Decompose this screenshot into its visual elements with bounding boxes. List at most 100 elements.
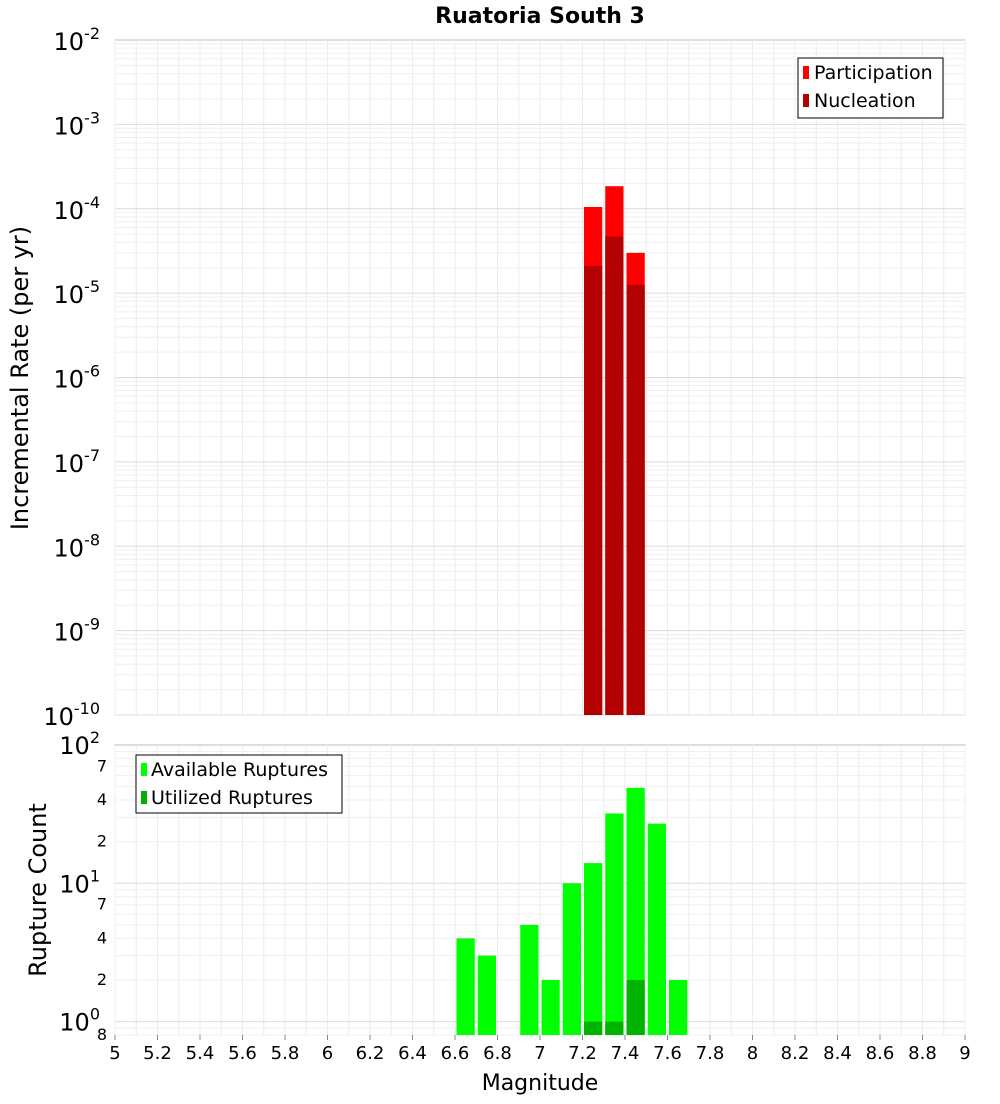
x-tick-label: 7.8: [696, 1043, 725, 1064]
count-y-tick-base: 10: [59, 1009, 90, 1037]
rate-y-tick-label: 10-5: [54, 277, 101, 309]
x-tick-label: 8.6: [866, 1043, 895, 1064]
rate-y-tick-label: 10-8: [54, 530, 101, 562]
count-y-axis-label: Rupture Count: [24, 803, 52, 977]
rate-y-tick-base: 10: [54, 619, 85, 647]
count-legend-label: Available Ruptures: [151, 759, 328, 781]
x-tick-label: 5.8: [271, 1043, 300, 1064]
x-tick-label: 7: [534, 1043, 545, 1064]
x-tick-label: 6.4: [398, 1043, 427, 1064]
x-tick-label: 5: [109, 1043, 120, 1064]
count-y-tick-base: 10: [59, 732, 90, 760]
count-grid: [114, 745, 966, 1036]
rate-y-tick-base: 10: [54, 112, 85, 140]
count-y-tick-exp: 2: [90, 728, 100, 747]
rate-y-tick-base: 10: [54, 366, 85, 394]
chart-title: Ruatoria South 3: [435, 4, 645, 29]
x-tick-label: 6.2: [356, 1043, 385, 1064]
utilized-ruptures-bar: [584, 1021, 603, 1035]
x-tick-label: 5.2: [143, 1043, 172, 1064]
rate-y-tick-label: 10-2: [54, 24, 101, 56]
x-tick-label: 6: [322, 1043, 333, 1064]
rate-y-tick-exp: -9: [84, 615, 100, 634]
count-y-minor-tick-label: 4: [97, 928, 107, 947]
count-y-tick-exp: 0: [90, 1005, 100, 1024]
count-y-minor-tick-label: 2: [97, 970, 107, 989]
count-legend-swatch: [141, 791, 147, 804]
rate-y-tick-exp: -5: [84, 277, 100, 296]
rate-y-tick-base: 10: [54, 450, 85, 478]
rate-y-tick-base: 10: [54, 534, 85, 562]
x-tick-label: 6.8: [483, 1043, 512, 1064]
count-y-tick-exp: 1: [90, 866, 100, 885]
rate-y-tick-exp: -4: [84, 193, 100, 212]
rate-legend-box: [797, 57, 944, 119]
available-ruptures-bar: [520, 924, 539, 1035]
utilized-ruptures-bar: [626, 979, 645, 1035]
rate-legend-label: Participation: [814, 62, 933, 84]
count-y-minor-tick-label: 4: [97, 790, 107, 809]
x-tick-label: 8.8: [908, 1043, 937, 1064]
nucleation-bar: [584, 265, 603, 715]
count-legend-box: [135, 754, 343, 814]
rate-y-tick-exp: -7: [84, 446, 100, 465]
count-y-tick-base: 10: [59, 870, 90, 898]
count-legend-label: Utilized Ruptures: [151, 787, 313, 809]
rate-y-tick-label: 10-10: [43, 699, 100, 731]
rate-y-tick-base: 10: [54, 197, 85, 225]
available-ruptures-bar: [626, 787, 645, 1035]
x-tick-label: 5.6: [228, 1043, 257, 1064]
rate-y-tick-label: 10-4: [54, 193, 101, 225]
rate-y-tick-label: 10-3: [54, 108, 101, 140]
count-y-minor-tick-label: 7: [97, 756, 107, 775]
x-tick-label: 9: [959, 1043, 970, 1064]
available-ruptures-bar: [456, 938, 475, 1035]
nucleation-bar: [626, 284, 645, 715]
rate-y-tick-label: 10-6: [54, 362, 101, 394]
rate-y-tick-exp: -2: [84, 24, 100, 43]
rate-legend: Participation Nucleation: [797, 57, 944, 119]
x-tick-label: 8: [747, 1043, 758, 1064]
available-ruptures-bar: [647, 823, 666, 1035]
rate-y-tick-exp: -3: [84, 108, 100, 127]
rate-y-tick-exp: -10: [74, 699, 100, 718]
count-y-minor-tick-label: 8: [97, 1025, 107, 1044]
rate-legend-label: Nucleation: [814, 90, 916, 112]
x-axis-label: Magnitude: [482, 1071, 599, 1096]
x-axis-ticks: 5 5.2 5.4 5.6 5.8 6 6.2 6.4 6.6 6.8 7 7.2 7.4 7.6 7.8 8…: [109, 1035, 971, 1064]
count-y-tick-label: 102: [59, 728, 100, 760]
nucleation-bar: [605, 236, 624, 715]
count-y-minor-tick-label: 7: [97, 895, 107, 914]
rate-y-tick-exp: -6: [84, 362, 100, 381]
x-tick-label: 8.2: [781, 1043, 810, 1064]
rate-y-axis-label: Incremental Rate (per yr): [6, 226, 34, 530]
count-y-minor-tick-label: 2: [97, 832, 107, 851]
available-ruptures-bar: [562, 883, 581, 1035]
available-ruptures-bar: [584, 863, 603, 1035]
rate-y-tick-base: 10: [43, 703, 74, 731]
available-ruptures-bar: [669, 979, 688, 1035]
count-y-tick-label: 100: [59, 1005, 100, 1037]
rate-bars: [584, 186, 645, 715]
count-y-tick-label: 101: [59, 866, 100, 898]
available-ruptures-bar: [477, 955, 496, 1035]
rate-y-tick-label: 10-7: [54, 446, 101, 478]
utilized-ruptures-bar: [605, 1021, 624, 1035]
count-bars: [456, 787, 688, 1035]
x-tick-label: 8.4: [823, 1043, 852, 1064]
rate-y-tick-label: 10-9: [54, 615, 101, 647]
rate-y-tick-base: 10: [54, 28, 85, 56]
count-legend: Available Ruptures Utilized Ruptures: [135, 754, 343, 814]
count-legend-swatch: [141, 763, 147, 776]
available-ruptures-bar: [541, 979, 560, 1035]
rate-y-tick-exp: -8: [84, 530, 100, 549]
x-tick-label: 7.6: [653, 1043, 682, 1064]
x-tick-label: 5.4: [186, 1043, 215, 1064]
x-tick-label: 7.2: [568, 1043, 597, 1064]
